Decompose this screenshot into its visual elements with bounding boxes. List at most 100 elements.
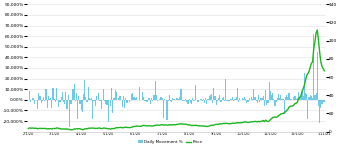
Bar <box>297 98 298 100</box>
Bar <box>295 99 297 100</box>
Bar <box>310 95 311 100</box>
Bar <box>56 88 57 100</box>
Bar <box>54 99 55 100</box>
Bar <box>209 96 210 100</box>
Bar <box>225 79 226 100</box>
Bar <box>76 93 77 100</box>
Bar <box>323 100 324 102</box>
Bar <box>91 98 92 100</box>
Bar <box>283 99 284 100</box>
Bar <box>203 99 204 100</box>
Bar <box>260 98 261 100</box>
Bar <box>111 88 112 100</box>
Bar <box>210 95 211 100</box>
Bar <box>149 98 150 100</box>
Bar <box>248 100 249 102</box>
Bar <box>153 95 155 100</box>
Bar <box>77 100 78 119</box>
Bar <box>65 92 67 100</box>
Bar <box>38 93 39 100</box>
Bar <box>243 99 244 100</box>
Bar <box>264 100 265 106</box>
Bar <box>287 97 289 100</box>
Bar <box>193 100 194 101</box>
Bar <box>32 98 34 100</box>
Bar <box>256 100 257 101</box>
Bar <box>319 100 320 123</box>
Bar <box>191 100 192 104</box>
Bar <box>37 100 38 109</box>
Bar <box>168 100 169 101</box>
Bar <box>216 100 217 104</box>
Bar <box>271 95 272 100</box>
Bar <box>321 100 323 104</box>
Bar <box>106 100 107 105</box>
Bar <box>110 100 111 106</box>
Bar <box>239 98 240 100</box>
Bar <box>220 100 222 102</box>
Bar <box>42 100 43 101</box>
Bar <box>226 100 227 101</box>
Bar <box>179 97 181 100</box>
Bar <box>257 100 258 103</box>
Bar <box>75 100 76 101</box>
Bar <box>223 97 224 100</box>
Bar <box>39 96 41 100</box>
Bar <box>194 85 196 100</box>
Bar <box>55 100 56 102</box>
Bar <box>212 100 213 103</box>
Bar <box>307 100 308 119</box>
Bar <box>276 100 277 102</box>
Bar <box>227 100 228 101</box>
Bar <box>63 100 64 102</box>
Bar <box>222 98 223 100</box>
Bar <box>228 100 230 101</box>
Bar <box>265 90 266 100</box>
Bar <box>251 97 252 100</box>
Bar <box>317 52 318 100</box>
Bar <box>126 100 128 103</box>
Bar <box>187 100 189 104</box>
Bar <box>286 95 287 100</box>
Bar <box>71 100 72 104</box>
Bar <box>266 100 267 105</box>
Bar <box>78 96 80 100</box>
Bar <box>305 93 306 100</box>
Bar <box>136 97 137 100</box>
Bar <box>143 97 144 100</box>
Bar <box>241 98 243 100</box>
Bar <box>114 98 115 100</box>
Bar <box>103 89 104 100</box>
Bar <box>89 98 90 100</box>
Bar <box>159 99 160 100</box>
Bar <box>166 100 168 120</box>
Bar <box>238 100 239 102</box>
Bar <box>152 100 153 101</box>
Bar <box>94 100 95 101</box>
Bar <box>192 98 193 100</box>
Bar <box>189 99 190 100</box>
Bar <box>231 99 232 100</box>
Bar <box>211 94 212 100</box>
Bar <box>291 99 292 100</box>
Bar <box>215 96 216 100</box>
Bar <box>68 95 69 100</box>
Bar <box>131 94 132 100</box>
Bar <box>101 100 102 109</box>
Bar <box>81 100 82 110</box>
Bar <box>170 100 171 101</box>
Bar <box>202 100 203 101</box>
Bar <box>144 100 145 101</box>
Bar <box>125 98 126 100</box>
Bar <box>299 97 300 100</box>
Bar <box>41 100 42 103</box>
Bar <box>308 97 310 100</box>
Bar <box>252 99 253 100</box>
Bar <box>142 92 143 100</box>
Bar <box>150 100 151 104</box>
Bar <box>213 88 215 100</box>
Bar <box>176 98 177 100</box>
Bar <box>253 89 254 100</box>
Bar <box>164 99 165 100</box>
Bar <box>160 97 162 100</box>
